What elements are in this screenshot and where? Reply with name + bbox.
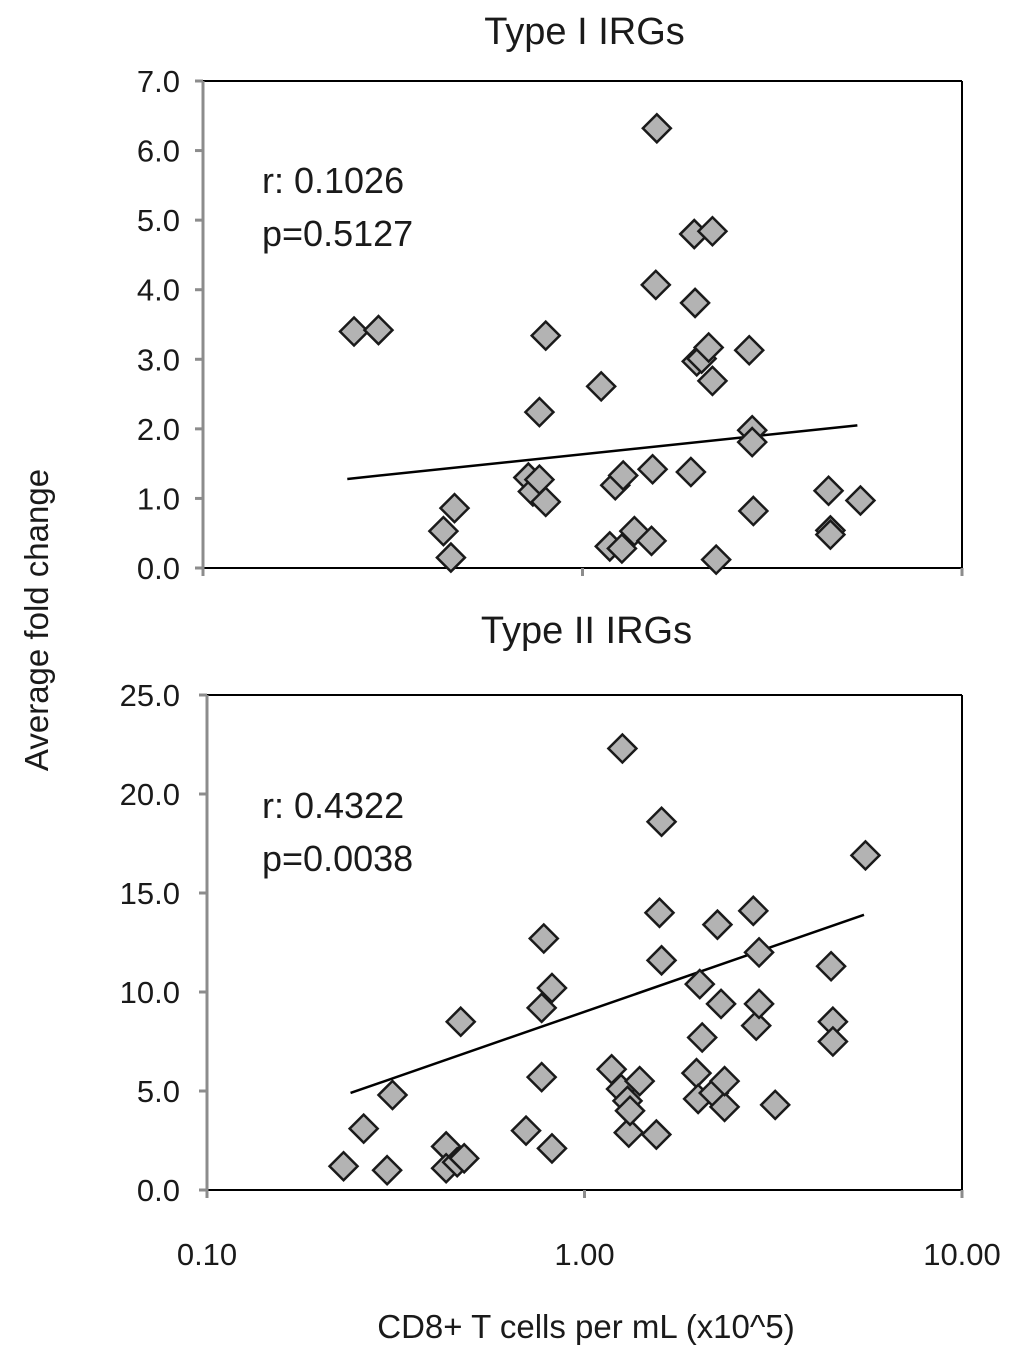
data-point — [817, 1025, 849, 1058]
data-point — [686, 1021, 718, 1054]
correlation-p: p=0.5127 — [262, 213, 413, 254]
x-tick-label: 10.00 — [923, 1237, 1001, 1272]
data-point — [362, 314, 395, 346]
data-point — [696, 215, 729, 248]
data-point — [684, 968, 716, 1000]
data-point — [640, 1118, 673, 1151]
data-point — [635, 525, 668, 557]
panels: 0.0 1.0 2.0 3.0 4.0 5.0 6.0 7.0 Type I IRGs r: 0.… — [120, 11, 1001, 1272]
data-point — [815, 950, 847, 983]
x-tick-label: 0.10 — [177, 1237, 237, 1272]
data-point — [705, 988, 737, 1020]
data-point — [640, 269, 672, 301]
data-point — [613, 1116, 645, 1149]
data-point — [525, 1061, 558, 1093]
data-point — [529, 486, 562, 518]
correlation-r: r: 0.1026 — [262, 160, 404, 201]
data-point — [614, 1095, 646, 1127]
data-point — [338, 315, 370, 348]
data-point — [692, 331, 725, 364]
data-point — [700, 543, 732, 576]
panel-1: 0.0 1.0 2.0 3.0 4.0 5.0 6.0 7.0 Type I IRGs r: 0.… — [137, 11, 964, 586]
y-tick-label: 20.0 — [120, 777, 180, 812]
data-point — [510, 1114, 542, 1147]
y-tick-label: 0.0 — [137, 1173, 180, 1208]
data-point — [536, 972, 568, 1004]
data-point — [645, 944, 678, 977]
data-point — [675, 456, 707, 488]
correlation-r: r: 0.4322 — [262, 785, 404, 826]
data-point — [844, 484, 877, 517]
data-point — [435, 541, 467, 574]
data-point — [736, 426, 768, 458]
y-tick-label: 25.0 — [120, 678, 180, 713]
data-point — [696, 365, 729, 397]
data-point — [623, 1065, 656, 1097]
data-point — [606, 732, 639, 765]
data-point — [737, 495, 770, 527]
data-point — [448, 1142, 480, 1175]
data-point — [585, 370, 617, 403]
data-point — [743, 988, 775, 1020]
x-axis-label: CD8+ T cells per mL (x10^5) — [377, 1308, 794, 1345]
panel-2: 0.0 5.0 10.0 15.0 20.0 25.0 0.10 1.00 10.00 Type … — [120, 610, 1001, 1272]
y-tick-label: 6.0 — [137, 134, 180, 169]
data-point — [759, 1089, 791, 1121]
x-tick-label: 1.00 — [554, 1237, 614, 1272]
correlation-p: p=0.0038 — [262, 838, 413, 879]
y-tick-label: 4.0 — [137, 273, 180, 308]
data-point — [523, 396, 556, 428]
chart-title: Type I IRGs — [484, 11, 685, 53]
y-tick-label: 2.0 — [137, 412, 180, 447]
data-point — [708, 1065, 741, 1097]
data-point — [438, 492, 471, 524]
data-point — [701, 908, 734, 941]
data-point — [536, 1132, 568, 1165]
data-point — [733, 334, 765, 367]
data-point — [606, 532, 638, 565]
data-point — [812, 475, 845, 507]
data-point — [636, 453, 669, 485]
data-point — [607, 459, 639, 492]
data-point — [427, 515, 460, 547]
data-point — [679, 287, 711, 319]
data-point — [444, 1005, 477, 1038]
data-point — [737, 895, 770, 927]
y-tick-label: 15.0 — [120, 876, 180, 911]
data-point — [525, 992, 558, 1024]
data-point — [814, 518, 847, 551]
data-point — [529, 319, 562, 352]
y-tick-label: 5.0 — [137, 1074, 180, 1109]
y-tick-label: 5.0 — [137, 203, 180, 238]
data-point — [708, 1091, 741, 1123]
data-point — [371, 1154, 403, 1186]
data-point — [327, 1150, 360, 1183]
y-tick-label: 1.0 — [137, 481, 180, 516]
data-point — [527, 922, 560, 955]
data-point — [740, 1009, 772, 1042]
trendline — [347, 424, 858, 481]
data-point — [849, 839, 882, 872]
y-tick-label: 3.0 — [137, 342, 180, 377]
y-axis-label: Average fold change — [18, 469, 55, 771]
data-point — [645, 805, 678, 838]
trendline — [350, 913, 865, 1095]
y-tick-label: 7.0 — [137, 64, 180, 99]
data-point — [376, 1079, 409, 1111]
data-point — [347, 1112, 380, 1145]
data-point — [680, 1057, 713, 1089]
data-point — [643, 897, 676, 929]
y-tick-label: 0.0 — [137, 551, 180, 586]
y-tick-label: 10.0 — [120, 975, 180, 1010]
data-point — [641, 112, 673, 145]
chart-title: Type II IRGs — [481, 610, 692, 652]
data-point — [743, 936, 775, 969]
